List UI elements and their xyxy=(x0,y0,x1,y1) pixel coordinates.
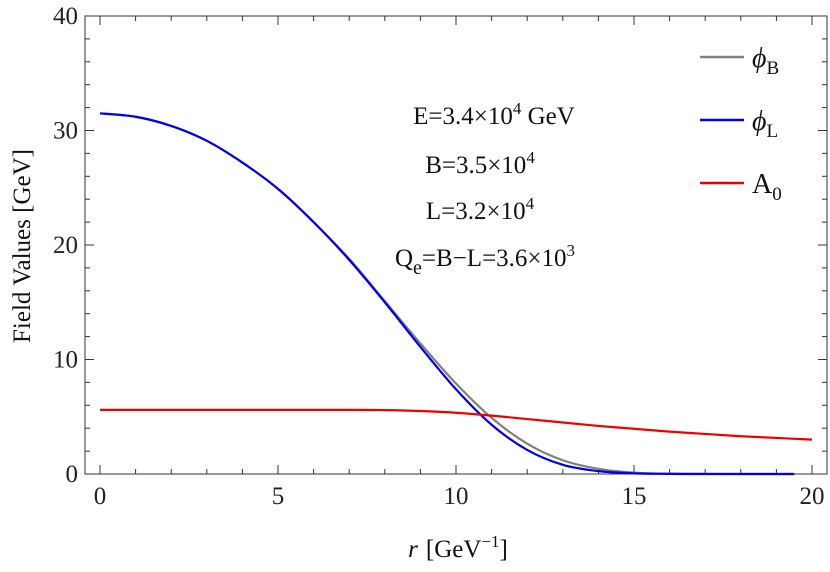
y-axis-title: Field Values [GeV] xyxy=(9,149,36,343)
annotation-lepton-number: L=3.2×104 xyxy=(426,194,535,225)
x-tick-label: 10 xyxy=(444,483,469,510)
legend-label-a0: A0 xyxy=(752,169,782,205)
annotation-energy: E=3.4×104 GeV xyxy=(413,99,575,130)
x-tick-label: 15 xyxy=(622,483,647,510)
y-tick-label: 30 xyxy=(53,118,78,145)
legend-label-phi-b: ϕB xyxy=(752,43,779,79)
annotation-baryon-number: B=3.5×104 xyxy=(425,148,535,179)
series-phi-l-line xyxy=(99,112,795,476)
x-tick-label: 5 xyxy=(272,483,285,510)
legend: ϕB ϕL A0 xyxy=(700,43,782,205)
series-a0-line xyxy=(100,408,813,441)
y-tick-label: 40 xyxy=(53,3,78,30)
y-tick-label: 10 xyxy=(53,347,78,374)
x-tick-label: 20 xyxy=(800,483,825,510)
x-tick-label: 0 xyxy=(94,483,107,510)
x-axis-ticks: 0 5 10 15 20 xyxy=(94,16,825,510)
y-tick-label: 20 xyxy=(53,232,78,259)
annotation-charge: Qe=B−L=3.6×103 xyxy=(395,241,575,279)
x-axis-title: r [GeV−1] xyxy=(408,532,508,563)
y-tick-label: 0 xyxy=(66,461,79,488)
legend-label-phi-l: ϕL xyxy=(752,106,778,142)
series-lines xyxy=(99,112,813,476)
y-axis-ticks: 0 10 20 30 40 xyxy=(53,3,827,488)
